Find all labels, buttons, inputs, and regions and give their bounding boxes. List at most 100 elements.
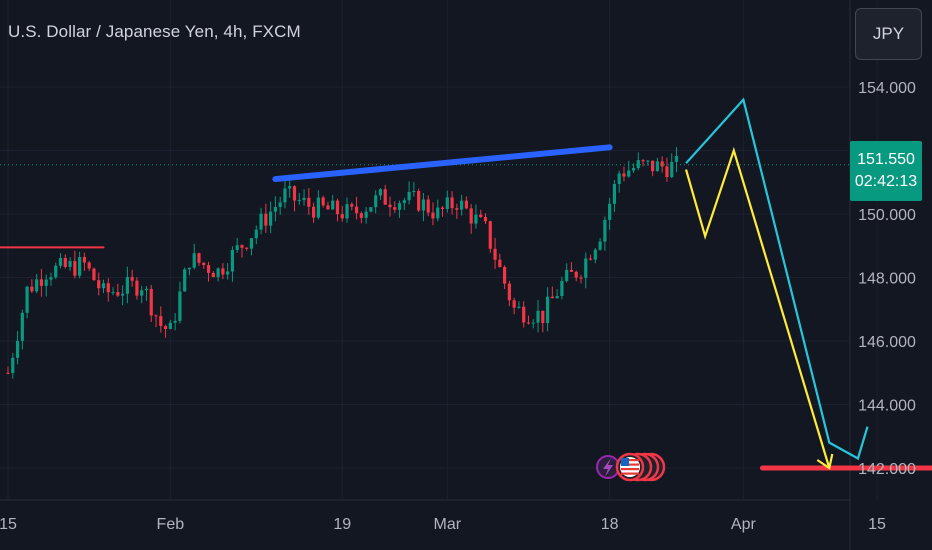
candle-body [503,267,507,284]
candle-body [97,280,101,289]
candle-body [460,200,464,210]
candle-body [173,320,177,323]
candle-body [235,245,239,250]
candle-body [264,213,268,226]
candle-body [354,206,359,214]
candle-body [670,161,674,178]
candle-body [211,272,215,278]
flag-stripe [621,472,639,475]
candle-body [397,203,402,210]
candle-body [627,170,631,177]
price-tick-label: 154.000 [858,80,916,97]
candle-body [35,279,39,292]
candle-body [545,296,550,323]
candle-body [240,245,244,248]
candle-body [412,190,416,192]
candle-body [307,197,311,207]
candle-body [312,206,316,218]
candle-body [579,277,583,279]
last-price-value: 151.550 [857,151,915,168]
flag-canton [621,458,629,466]
candle-body [183,269,187,292]
candle-body [245,247,249,249]
candle-body [49,277,53,280]
candle-body [82,257,86,263]
candle-body [221,268,225,275]
candle-body [106,283,110,293]
candle-body [121,293,125,296]
candle-body [101,283,106,289]
yellow-projection-arrow [684,146,831,469]
price-tick-label: 142.000 [858,461,916,478]
candle-body [273,206,277,212]
candle-body [226,271,230,275]
candle-body [331,200,335,210]
candle-body [550,296,554,299]
candle-body [483,217,488,222]
time-tick-label: 15 [0,516,17,533]
candle-body [144,288,149,291]
candle-body [288,186,292,189]
candle-body [178,291,182,321]
candle-body [54,265,58,278]
time-tick-label: 15 [868,516,886,533]
candle-body [187,267,192,270]
time-axis[interactable]: 15 Feb 19 Mar 18 Apr 15 [0,516,886,533]
candle-body [321,197,325,206]
candle-body [512,300,516,308]
flag-stripe [621,459,639,462]
candle-body [111,292,115,294]
drawings [0,97,932,471]
candle-body [440,207,445,209]
candle-body [6,372,10,374]
price-tick-label: 150.000 [858,207,916,224]
event-markers[interactable] [596,452,666,482]
candle-body [584,258,588,278]
candle-body [87,262,91,269]
candle-body [92,268,96,281]
bar-countdown: 02:42:13 [854,173,918,190]
candle-body [15,340,20,358]
resistance-trendline [272,144,613,183]
candle-body [283,188,287,203]
candle-body [651,160,655,172]
cyan-projection-arrow [685,97,869,461]
candle-body [631,168,636,171]
currency-button[interactable]: JPY [855,8,922,60]
candle-body [388,204,392,208]
candle-body [488,221,492,249]
candle-body [417,190,421,211]
candle-body [73,261,77,276]
candle-body [474,214,478,224]
candle-body [135,280,139,296]
flag-stripe [621,463,639,466]
flag-stripe [621,468,639,471]
candle-body [292,186,297,201]
candle-body [278,202,282,207]
candle-body [345,204,349,219]
candle-body [450,197,454,209]
candle-body [364,211,368,218]
candle-body [168,322,172,329]
candle-body [526,322,531,324]
candle-body [335,200,340,215]
price-tick-label: 146.000 [858,334,916,351]
candle-body [498,259,502,268]
candle-body [20,312,24,341]
candle-body [374,195,378,208]
candle-body [297,200,301,202]
candle-body [560,280,564,297]
candle-body [622,173,626,177]
candle-body [517,306,521,308]
candle-body [479,214,483,218]
candle-body [197,253,201,263]
candle-body [11,357,15,373]
candle-body [445,197,449,209]
candle-body [536,310,540,323]
candle-body [206,265,211,273]
candle-body [216,268,220,278]
candle-body [402,200,406,204]
candle-body [507,283,511,301]
candle-body [30,286,34,292]
